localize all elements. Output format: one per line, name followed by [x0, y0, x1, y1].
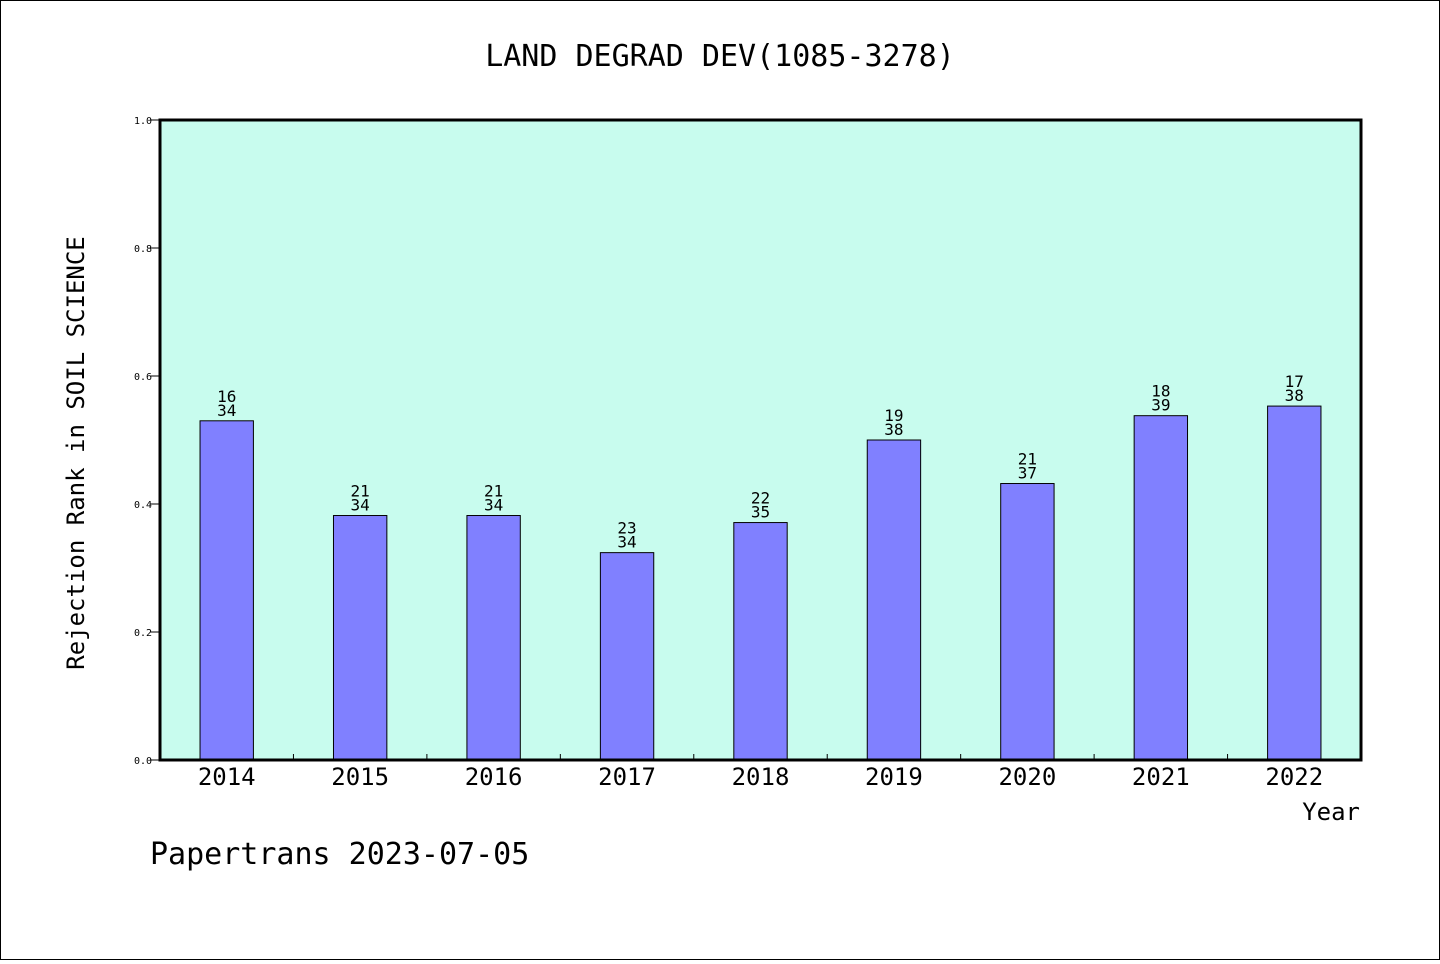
- x-tick-label-2017: 2017: [598, 763, 656, 791]
- bar-label-top-2018: 22: [751, 489, 770, 508]
- bar-label-top-2019: 19: [884, 406, 903, 425]
- y-tick-label: 0.2: [134, 628, 152, 639]
- x-axis-label: Year: [1302, 798, 1360, 826]
- bar-label-top-2017: 23: [617, 519, 636, 538]
- footer-credit: Papertrans 2023-07-05: [150, 837, 529, 872]
- bar-2018: [733, 522, 788, 761]
- bar-label-bottom-2020: 37: [1018, 464, 1037, 483]
- bar-2015: [332, 515, 388, 761]
- x-tick-label-2018: 2018: [732, 763, 790, 791]
- bar-2021: [1133, 415, 1189, 761]
- x-tick-label-2015: 2015: [331, 763, 389, 791]
- x-tick-label-2016: 2016: [465, 763, 523, 791]
- x-axis-ticks: 2014 2015 2016 2017 2018 2019 2020 2021 2022: [198, 754, 1323, 791]
- y-axis-ticks: 0.0 0.2 0.4 0.6 0.8 1.0: [134, 116, 160, 767]
- bar-2019: [866, 439, 922, 761]
- x-tick-label-2019: 2019: [865, 763, 923, 791]
- y-tick-label: 0.4: [134, 500, 152, 511]
- bar-label-bottom-2018: 35: [751, 503, 770, 522]
- bar-label-bottom-2016: 34: [484, 496, 503, 515]
- bar-label-bottom-2019: 38: [884, 420, 903, 439]
- bar-label-top-2022: 17: [1285, 372, 1304, 391]
- bar-2020: [1000, 483, 1055, 761]
- bar-label-bottom-2015: 34: [351, 496, 370, 515]
- bar-label-bottom-2014: 34: [217, 401, 236, 420]
- bar-label-top-2016: 21: [484, 482, 503, 501]
- plot-frame: [158, 118, 1363, 762]
- bar-2017: [599, 552, 655, 761]
- y-tick-label: 0.6: [134, 372, 152, 383]
- y-tick-label: 1.0: [134, 116, 152, 127]
- bar-label-bottom-2022: 38: [1285, 386, 1304, 405]
- bar-label-bottom-2017: 34: [617, 533, 636, 552]
- y-tick-label: 0.8: [134, 244, 152, 255]
- x-tick-label-2020: 2020: [998, 763, 1056, 791]
- bar-2022: [1267, 405, 1322, 761]
- bar-2014: [199, 420, 254, 761]
- y-tick-label: 0.0: [134, 756, 152, 767]
- bar-label-top-2021: 18: [1151, 382, 1170, 401]
- bar-label-bottom-2021: 39: [1151, 396, 1170, 415]
- bars-layer: [199, 405, 1322, 761]
- bar-label-top-2015: 21: [351, 482, 370, 501]
- x-tick-label-2014: 2014: [198, 763, 256, 791]
- x-tick-label-2021: 2021: [1132, 763, 1190, 791]
- chart-title: LAND DEGRAD DEV(1085-3278): [485, 39, 955, 74]
- bar-label-top-2020: 21: [1018, 450, 1037, 469]
- bar-label-top-2014: 16: [217, 387, 236, 406]
- bar-2016: [466, 515, 521, 761]
- y-axis-label: Rejection Rank in SOIL SCIENCE: [62, 236, 90, 669]
- x-tick-label-2022: 2022: [1265, 763, 1323, 791]
